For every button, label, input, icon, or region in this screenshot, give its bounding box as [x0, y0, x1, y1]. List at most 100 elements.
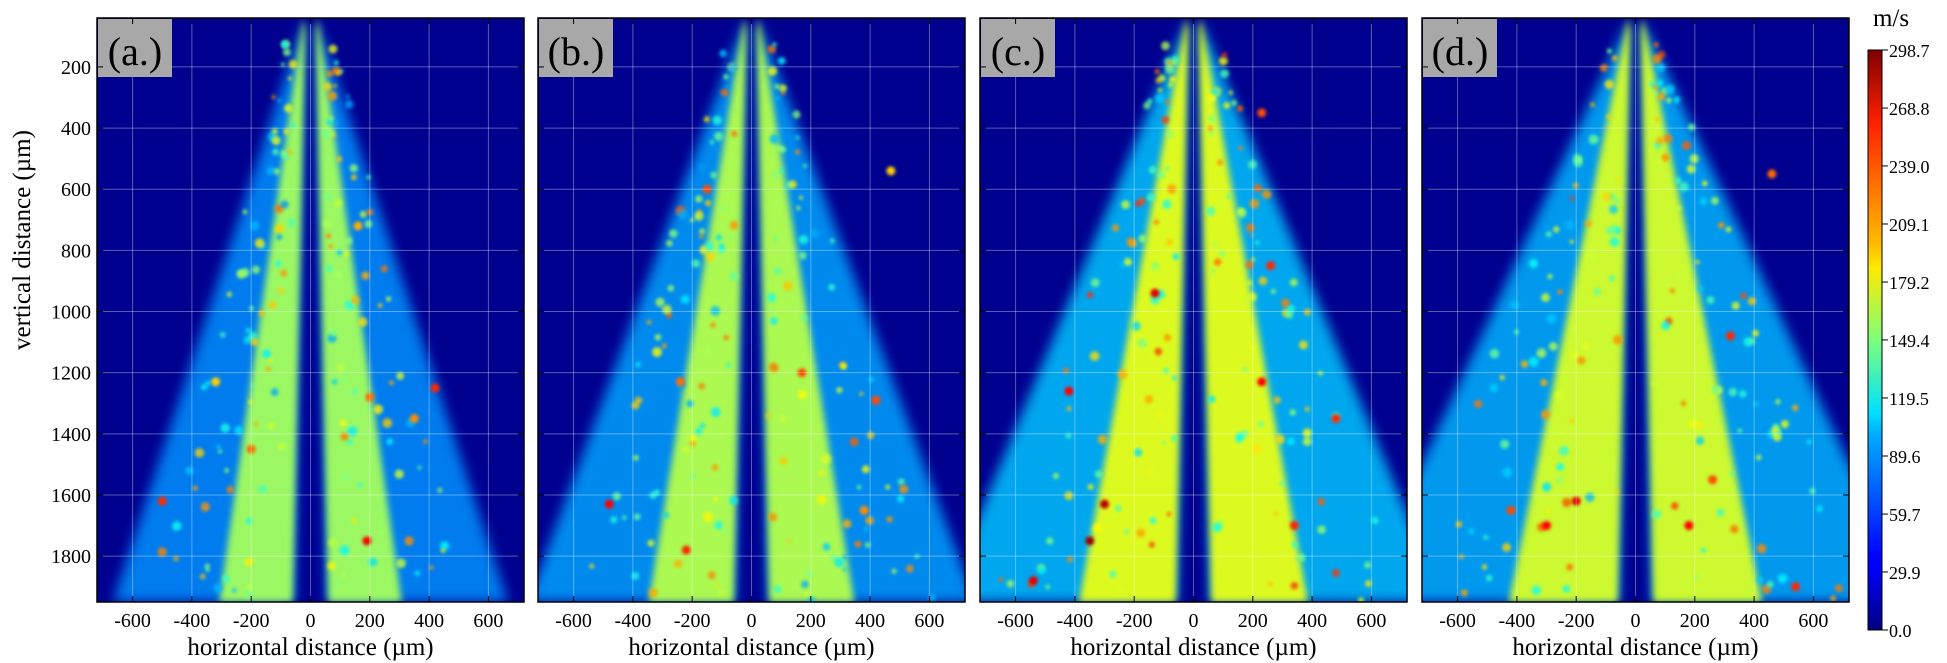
gridlines: [1422, 18, 1849, 602]
droplet: [795, 135, 800, 140]
droplet: [1249, 198, 1260, 209]
droplet: [1065, 432, 1072, 439]
droplet: [1154, 68, 1160, 75]
droplet: [1753, 401, 1759, 407]
droplet: [217, 449, 223, 454]
droplet: [1209, 267, 1217, 275]
droplet: [288, 59, 298, 69]
droplet: [1740, 292, 1747, 300]
x-tick-label: -400: [174, 610, 211, 632]
droplet: [336, 70, 342, 76]
droplet: [1167, 81, 1174, 88]
droplet: [1679, 181, 1689, 192]
droplet: [200, 573, 206, 580]
droplet: [686, 399, 694, 408]
x-tick-label: 200: [1680, 610, 1710, 632]
droplet: [711, 464, 719, 471]
droplet: [331, 378, 338, 385]
x-tick-label: -200: [1558, 610, 1595, 632]
droplet: [341, 472, 350, 481]
droplet: [323, 192, 333, 202]
droplet: [262, 349, 272, 359]
droplet: [1460, 589, 1468, 597]
hot-spot: [871, 395, 881, 405]
droplet: [798, 195, 804, 200]
droplet: [1247, 292, 1257, 302]
droplet: [726, 363, 731, 368]
droplet: [351, 518, 357, 524]
droplet: [417, 465, 422, 470]
droplet: [1651, 509, 1662, 519]
x-tick-label: 400: [414, 610, 444, 632]
colorbar-tick-label: 239.0: [1889, 157, 1930, 177]
droplet: [266, 366, 272, 372]
droplet: [1559, 429, 1565, 436]
droplet: [782, 280, 793, 291]
droplet: [1545, 231, 1552, 238]
droplet: [336, 249, 343, 256]
panel-tag-label: (a.): [108, 29, 162, 74]
droplet: [1242, 367, 1248, 372]
droplet: [1087, 483, 1094, 490]
y-tick-label: 1200: [51, 363, 91, 385]
droplet: [772, 42, 777, 47]
droplet: [1117, 369, 1128, 380]
droplet: [1136, 528, 1146, 538]
droplet: [1226, 193, 1231, 199]
droplet: [1153, 219, 1160, 225]
colorbar-tick-label: 29.9: [1889, 563, 1921, 583]
x-tick-label: -200: [233, 610, 270, 632]
colorbar-unit: m/s: [1873, 5, 1909, 32]
droplet: [231, 587, 237, 593]
droplet: [1582, 342, 1590, 350]
droplet: [1651, 380, 1660, 388]
droplet: [769, 309, 775, 314]
droplet: [267, 357, 273, 362]
droplet: [440, 548, 446, 554]
droplet: [1536, 348, 1547, 359]
spray-core: [1198, 18, 1309, 602]
droplet: [1302, 436, 1312, 447]
droplet: [1157, 171, 1166, 179]
droplet: [326, 70, 333, 77]
droplet: [677, 209, 688, 220]
droplet: [1614, 198, 1620, 204]
y-tick-label: 800: [61, 240, 91, 262]
droplet: [1604, 79, 1615, 90]
droplet: [695, 427, 703, 435]
y-tick-label: 400: [61, 118, 91, 140]
droplet: [414, 570, 421, 577]
panel-tag: [1423, 19, 1497, 77]
panel-tag-label: (c.): [991, 29, 1045, 74]
droplet: [1834, 584, 1843, 593]
droplet: [249, 221, 260, 231]
droplet: [351, 388, 359, 396]
droplet: [1135, 200, 1142, 207]
droplet: [1290, 581, 1299, 590]
droplet: [250, 338, 259, 347]
hot-spot: [1257, 377, 1267, 387]
droplet: [707, 571, 716, 580]
droplet: [713, 131, 724, 141]
x-tick-label: 600: [1798, 610, 1828, 632]
droplet: [335, 578, 342, 585]
droplet: [357, 482, 364, 488]
droplet: [773, 237, 778, 242]
droplet: [1509, 300, 1520, 310]
droplet: [1212, 241, 1219, 248]
droplet: [1165, 238, 1174, 246]
droplet: [1528, 356, 1539, 367]
droplet: [1137, 338, 1147, 348]
droplet: [663, 512, 670, 519]
droplet: [1273, 396, 1281, 404]
x-tick-label: 200: [355, 610, 385, 632]
droplet: [1149, 517, 1157, 524]
droplet: [1148, 541, 1155, 548]
hot-spot: [1150, 288, 1160, 298]
droplet: [1151, 265, 1161, 275]
droplet: [336, 156, 343, 162]
droplet: [248, 399, 253, 405]
colorbar-tick-label: 89.6: [1889, 447, 1921, 467]
droplet: [322, 129, 332, 139]
droplet: [266, 166, 276, 175]
